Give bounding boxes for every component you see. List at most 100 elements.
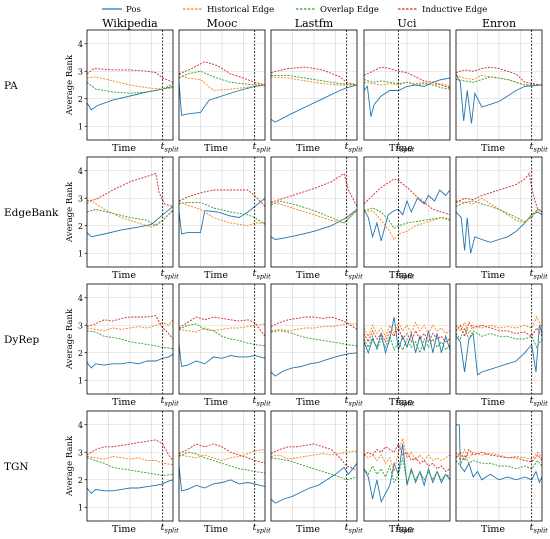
t-split-label: tsplit <box>253 268 271 281</box>
series-line-historical-edge <box>270 76 357 86</box>
series-line-overlap-edge <box>271 74 358 86</box>
y-tick-label: 3 <box>78 194 83 203</box>
series-line-overlap-edge <box>363 207 451 230</box>
series-line-inductive-edge <box>270 443 358 471</box>
x-axis-label: Time <box>112 397 136 408</box>
row-labels: PA Average Rank EdgeBank Average Rank DyRep A… <box>4 54 75 497</box>
panel-frame <box>455 410 543 522</box>
series-line-overlap-edge <box>455 453 543 470</box>
panel-frame <box>270 283 358 395</box>
x-axis-label: Time <box>204 524 228 535</box>
series-line-historical-edge <box>178 200 265 227</box>
series-line-pos <box>178 465 266 492</box>
series-line-pos <box>178 197 266 235</box>
column-title-mooc: Mooc <box>207 17 238 30</box>
series-line-historical-edge <box>86 200 174 228</box>
series-line-historical-edge <box>270 201 358 224</box>
series-line-pos <box>455 73 543 124</box>
t-split-label: tsplit <box>345 141 363 154</box>
panel-frame <box>363 29 451 141</box>
panel-frame <box>455 156 543 268</box>
series-line-overlap-edge <box>270 200 358 224</box>
y-tick-label: 4 <box>78 40 83 49</box>
legend-item-pos: Pos <box>102 5 141 15</box>
t-split-label: tsplit <box>345 268 363 281</box>
series-line-overlap-edge <box>86 208 174 227</box>
series-line-historical-edge <box>270 450 358 460</box>
series-line-inductive-edge <box>86 68 174 83</box>
x-axis-label: Time <box>296 524 320 535</box>
series-line-overlap-edge <box>270 330 358 347</box>
legend-item-historical-edge: Historical Edge <box>183 5 274 15</box>
panel-dyrep-wikipedia: 1 2 3 4 Time tsplit <box>78 283 179 408</box>
series-line-pos <box>270 352 358 377</box>
y-tick-label: 2 <box>78 476 83 485</box>
y-axis-label: Average Rank <box>65 435 75 497</box>
t-split-label: tsplit <box>253 141 271 154</box>
x-axis-label: Time <box>112 143 136 154</box>
column-title-lastfm: Lastfm <box>295 17 334 30</box>
t-split-label: tsplit <box>530 141 548 154</box>
panel-pa-wikipedia: 1 2 3 4 Time tsplit <box>78 29 179 154</box>
y-axis-label: Average Rank <box>65 54 75 116</box>
panel-tgn-enron: Time tsplit <box>455 410 548 535</box>
y-tick-label: 3 <box>78 448 83 457</box>
x-axis-label: Time <box>481 397 505 408</box>
panel-pa-lastfm: Time tsplit <box>270 29 363 154</box>
t-split-label: tsplit <box>253 522 271 535</box>
series-line-overlap-edge <box>270 457 358 481</box>
series-line-historical-edge <box>455 448 543 462</box>
series-line-pos <box>270 208 358 240</box>
y-tick-label: 3 <box>78 321 83 330</box>
x-axis-label: Time <box>481 270 505 281</box>
series-line-pos <box>178 344 266 368</box>
panel-dyrep-mooc: Time tsplit <box>178 283 271 408</box>
series-line-historical-edge <box>363 436 451 474</box>
t-split-label: tsplit <box>161 268 179 281</box>
legend-item-overlap-edge: Overlap Edge <box>296 5 379 15</box>
x-axis-label: Time <box>389 270 413 281</box>
series-line-inductive-edge <box>270 66 358 86</box>
panel-edgebank-enron: Time tsplit <box>455 156 548 281</box>
y-tick-label: 3 <box>78 67 83 76</box>
x-axis-label: Time <box>389 524 413 535</box>
series-line-pos <box>455 211 543 254</box>
panel-tgn-lastfm: Time tsplit <box>270 410 363 535</box>
y-tick-label: 2 <box>78 95 83 104</box>
legend-label: Inductive Edge <box>422 5 487 15</box>
series-line-inductive-edge <box>455 66 543 86</box>
x-axis-label: Time <box>389 397 413 408</box>
y-axis-label: Average Rank <box>65 181 75 243</box>
x-axis-label: Time <box>204 270 228 281</box>
panel-pa-mooc: Time tsplit <box>178 29 271 154</box>
series-line-historical-edge <box>86 455 174 466</box>
series-line-inductive-edge <box>455 321 543 338</box>
series-line-pos <box>86 479 174 495</box>
t-split-label: tsplit <box>161 522 179 535</box>
t-split-label: tsplit <box>345 395 363 408</box>
t-split-label: tsplit <box>396 141 414 154</box>
t-split-label: tsplit <box>396 268 414 281</box>
legend-item-inductive-edge: Inductive Edge <box>398 5 487 15</box>
panel-frame <box>270 410 358 522</box>
legend: Pos Historical Edge Overlap Edge Inductive … <box>102 5 487 15</box>
row-label-edgebank: EdgeBank <box>4 207 59 219</box>
series-line-inductive-edge <box>363 66 451 89</box>
series-line-historical-edge <box>86 76 174 90</box>
panel-frame <box>178 410 266 522</box>
panel-frame <box>363 283 451 395</box>
series-line-historical-edge <box>455 315 543 335</box>
series-line-pos <box>86 206 174 238</box>
panel-dyrep-lastfm: Time tsplit <box>270 283 363 408</box>
y-tick-label: 2 <box>78 349 83 358</box>
t-split-label: tsplit <box>396 522 414 535</box>
y-tick-label: 1 <box>78 503 83 512</box>
series-line-overlap-edge <box>363 457 451 485</box>
y-tick-label: 1 <box>78 122 83 131</box>
series-line-overlap-edge <box>455 76 542 86</box>
x-axis-label: Time <box>296 397 320 408</box>
